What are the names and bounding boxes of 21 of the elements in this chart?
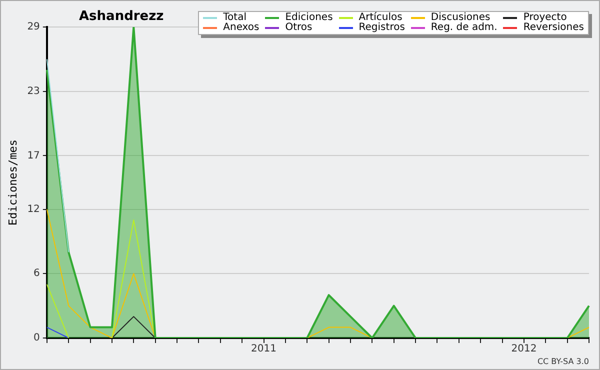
legend-label: Proyecto [523,12,567,23]
legend-label: Registros [358,22,405,33]
y-tick-label: 29 [27,22,40,33]
legend-label: Artículos [358,12,402,23]
x-tick-label: 2011 [251,344,276,355]
legend-label: Reversiones [523,22,584,33]
y-axis-title: Ediciones/mes [6,139,20,226]
chart-title: Ashandrezz [79,9,164,24]
legend-label: Anexos [223,22,260,33]
y-tick-label: 0 [34,332,40,344]
legend-label: Otros [285,22,312,33]
legend-label: Discusiones [430,12,490,23]
y-tick-label: 12 [27,204,40,215]
text: CC BY-SA 3.0 [537,357,589,366]
x-tick-label: 2012 [511,344,537,355]
legend-label: Reg. de adm. [430,22,498,33]
legend-label: Total [223,12,246,23]
y-tick-label: 23 [27,86,40,97]
legend-label: Ediciones [285,12,333,23]
y-tick-label: 6 [34,268,40,280]
y-tick-label: 17 [27,150,40,162]
